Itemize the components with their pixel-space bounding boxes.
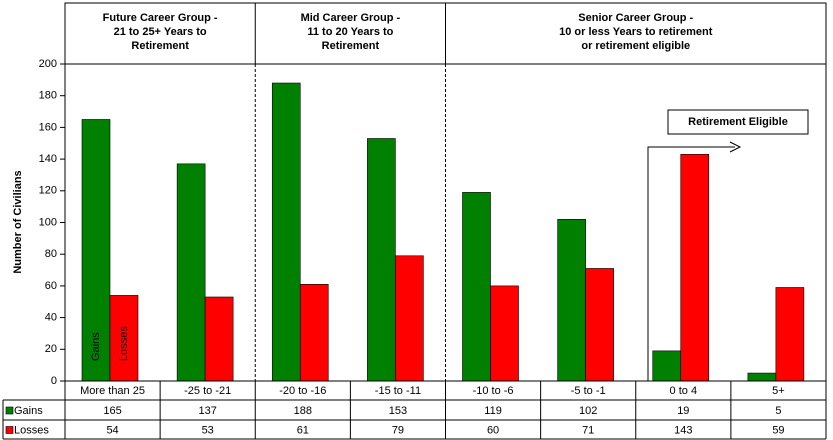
group-title: 10 or less Years to retirement <box>559 26 713 38</box>
x-tick-label: -20 to -16 <box>279 385 326 397</box>
bar <box>747 372 777 382</box>
x-tick-label: 5+ <box>772 385 785 397</box>
group-title: Retirement <box>322 40 380 52</box>
y-tick-label: 60 <box>45 280 57 292</box>
y-tick-label: 100 <box>39 216 57 228</box>
table-value: 102 <box>579 405 597 417</box>
bar-series-label: Gains <box>90 332 102 361</box>
y-tick-label: 140 <box>39 153 57 165</box>
table-value: 54 <box>106 424 118 436</box>
bar-series-label: Losses <box>118 326 130 361</box>
table-value: 188 <box>294 405 312 417</box>
x-tick-label: More than 25 <box>80 385 145 397</box>
x-tick-label: -15 to -11 <box>375 385 421 397</box>
bar <box>395 255 424 382</box>
annotation: Retirement Eligible <box>688 116 788 128</box>
legend-label: Losses <box>14 424 49 436</box>
group-title: Mid Career Group - <box>301 12 401 24</box>
x-tick-label: -25 to -21 <box>184 385 231 397</box>
bar <box>271 82 301 382</box>
table-value: 5 <box>775 405 781 417</box>
table-value: 19 <box>677 405 689 417</box>
y-tick-label: 0 <box>51 375 57 387</box>
y-tick-label: 120 <box>39 185 57 197</box>
bar <box>109 295 139 382</box>
bar <box>81 119 111 382</box>
group-title: 21 to 25+ Years to <box>114 26 207 38</box>
legend-swatch <box>5 406 14 415</box>
table-value: 79 <box>392 424 404 436</box>
bar <box>299 284 329 382</box>
table-value: 143 <box>674 424 692 436</box>
bar <box>680 154 710 382</box>
bar <box>204 296 234 382</box>
table-value: 137 <box>199 405 217 417</box>
x-tick-label: -5 to -1 <box>571 385 606 397</box>
y-tick-label: 20 <box>45 343 57 355</box>
group-title: Retirement <box>131 40 189 52</box>
y-tick-label: 200 <box>39 58 57 70</box>
bar <box>585 268 614 382</box>
x-tick-label: -10 to -6 <box>473 385 514 397</box>
bar <box>490 285 519 382</box>
legend-label: Gains <box>14 405 43 417</box>
annotation-arrow <box>647 146 735 381</box>
legend-swatch <box>5 426 14 434</box>
table-value: 53 <box>202 424 214 436</box>
group-title: Senior Career Group - <box>578 12 693 24</box>
bar <box>176 163 206 382</box>
bar <box>557 219 586 382</box>
group-title: Future Career Group - <box>103 12 218 24</box>
table-value: 153 <box>389 405 407 417</box>
annotation-box <box>667 109 809 135</box>
arrow-head <box>729 141 742 153</box>
table-value: 59 <box>772 424 784 436</box>
group-title: or retirement eligible <box>581 40 690 52</box>
table-value: 119 <box>484 405 502 417</box>
y-tick-label: 180 <box>39 90 57 102</box>
bar <box>462 192 491 382</box>
table-value: 71 <box>582 424 594 436</box>
bar <box>775 287 805 382</box>
y-tick-label: 160 <box>39 121 57 133</box>
group-title: 11 to 20 Years to <box>307 26 393 38</box>
y-tick-label: 40 <box>45 312 57 324</box>
table-value: 60 <box>487 424 499 436</box>
x-tick-label: 0 to 4 <box>670 385 698 397</box>
y-tick-label: 80 <box>45 248 57 260</box>
bar <box>367 138 396 382</box>
table-value: 165 <box>103 405 121 417</box>
bar <box>652 350 682 382</box>
table-value: 61 <box>297 424 309 436</box>
y-axis-label: Number of Civilians <box>12 170 24 273</box>
